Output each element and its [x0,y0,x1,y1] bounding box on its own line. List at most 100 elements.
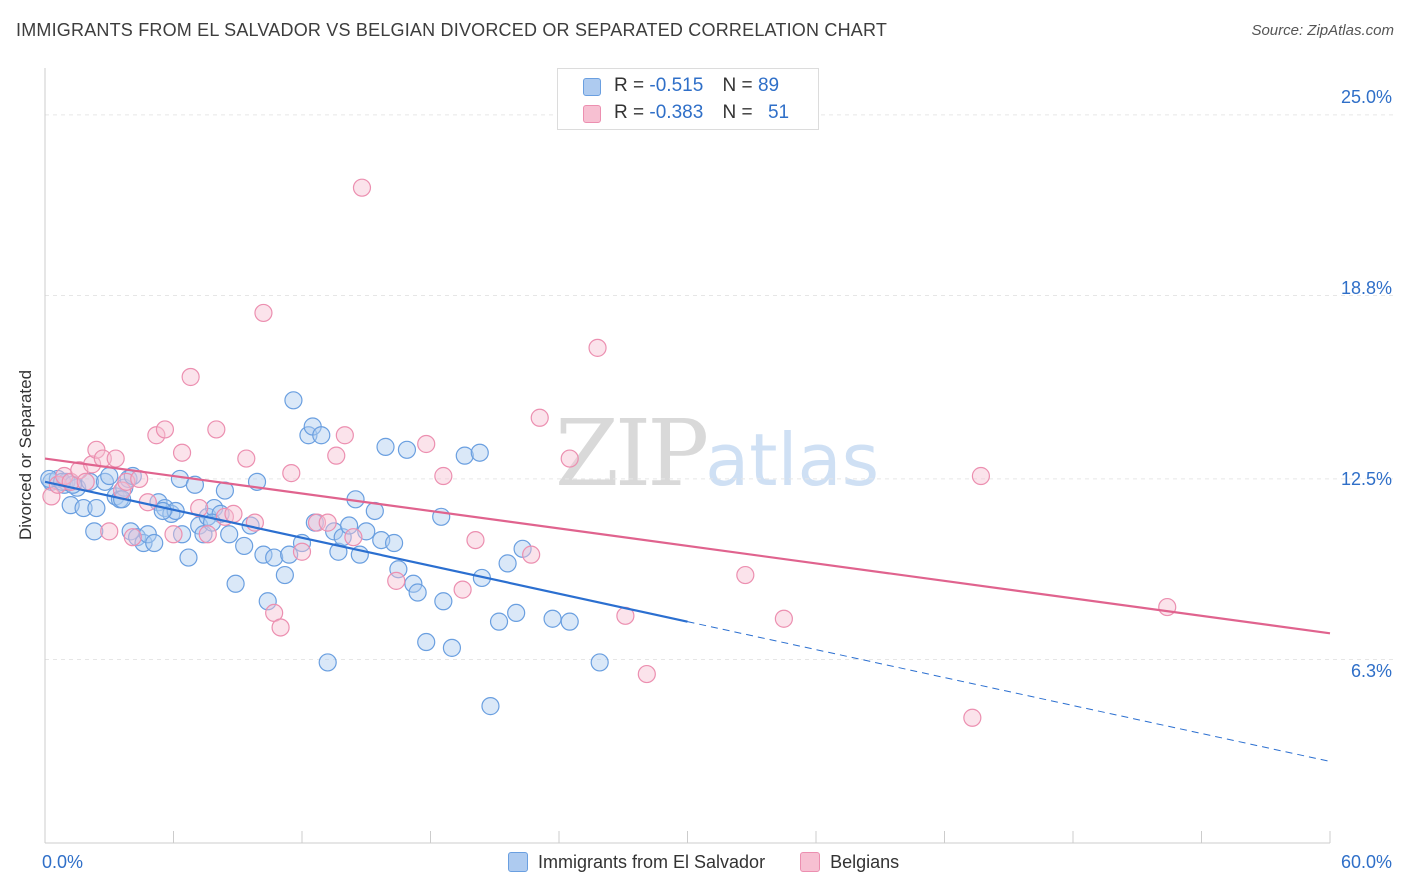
data-point-el-salvador [434,592,453,611]
y-tick-label: 25.0% [1340,87,1392,107]
legend-label: Immigrants from El Salvador [538,852,766,872]
data-point-el-salvador [455,446,474,465]
data-point-belgians [106,449,125,468]
y-tick-label: 6.3% [1350,661,1392,681]
blue-swatch-icon [583,78,601,96]
data-point-belgians [352,178,372,197]
data-point-belgians [224,504,243,523]
data-point-belgians [637,664,656,684]
data-point-el-salvador [312,426,331,445]
data-point-el-salvador [417,632,436,652]
data-point-belgians [387,571,406,590]
data-point-belgians [318,513,337,532]
data-point-el-salvador [153,501,172,521]
data-point-belgians [181,367,200,387]
data-point-el-salvador [226,574,245,593]
data-point-el-salvador [74,498,93,518]
data-point-el-salvador [384,533,404,553]
data-point-belgians [466,530,485,550]
data-point-el-salvador [397,440,417,459]
x-tick-label-min: 0.0% [42,852,84,872]
data-point-el-salvador [299,426,318,445]
n-value: 89 [757,75,780,96]
data-point-belgians [42,487,61,506]
data-point-belgians [237,449,256,468]
data-point-belgians [254,303,273,323]
legend-item-belgians: Belgians [800,852,899,873]
data-point-belgians [190,498,209,518]
data-point-el-salvador [507,603,526,623]
pink-swatch-icon [800,852,821,872]
data-point-belgians [327,446,346,465]
data-point-el-salvador [389,560,408,579]
correlation-legend: R = -0.515 N = 89 R = -0.383 N = 51 [557,68,819,130]
data-point-el-salvador [100,466,119,486]
data-point-el-salvador [87,498,106,518]
r-label: R = [614,75,645,96]
legend-label: Belgians [830,852,900,872]
data-point-belgians [335,426,354,445]
data-point-el-salvador [408,583,427,602]
data-point-belgians [963,708,982,727]
data-point-belgians [774,609,793,628]
data-point-belgians [155,420,175,439]
data-point-el-salvador [470,443,489,462]
data-point-el-salvador [284,391,303,410]
data-point-belgians [198,525,217,544]
data-point-belgians [307,513,327,532]
data-point-el-salvador [442,638,462,657]
data-point-belgians [123,528,142,547]
legend-item-el-salvador: Immigrants from El Salvador [508,852,765,873]
n-label: N = [722,102,753,123]
data-point-el-salvador [340,516,359,535]
n-label: N = [722,75,753,96]
data-point-belgians [588,338,607,357]
watermark-zip: ZIP [555,400,709,507]
source-label: Source: ZipAtlas.com [1251,22,1394,39]
data-point-el-salvador [560,612,579,631]
data-point-el-salvador [254,545,273,564]
data-point-el-salvador [265,548,284,567]
data-point-el-salvador [258,592,277,611]
data-point-el-salvador [481,697,500,716]
data-point-el-salvador [179,548,198,567]
data-point-el-salvador [489,612,509,631]
trendline-el-salvador-projection [687,621,1331,762]
data-point-belgians [417,434,436,454]
data-point-belgians [530,408,549,427]
data-point-el-salvador [85,522,104,541]
trendline-belgians [44,457,1331,635]
data-point-belgians [522,545,541,564]
r-value: -0.383 [649,102,704,123]
n-value: 51 [767,102,790,123]
data-point-el-salvador [80,472,100,491]
data-point-belgians [736,565,755,585]
data-point-el-salvador [404,574,423,593]
chart-title: IMMIGRANTS FROM EL SALVADOR VS BELGIAN D… [16,20,888,40]
data-point-belgians [453,580,472,599]
r-value: -0.515 [649,75,704,96]
data-point-el-salvador [145,533,164,553]
data-point-belgians [100,522,119,541]
data-point-el-salvador [376,437,395,456]
y-axis-label: Divorced or Separated [16,369,35,541]
y-tick-label: 18.8% [1340,278,1392,298]
data-point-belgians [207,420,226,439]
watermark: ZIPatlas [555,400,879,507]
data-point-belgians [164,525,183,544]
data-point-el-salvador [235,536,254,556]
watermark-atlas: atlas [705,418,880,502]
data-point-el-salvador [498,554,517,573]
data-point-el-salvador [318,653,337,672]
data-point-belgians [282,464,301,483]
data-point-belgians [292,542,312,561]
data-point-belgians [271,618,290,637]
series-legend: Immigrants from El Salvador Belgians [508,852,929,876]
data-point-belgians [76,472,95,491]
data-point-el-salvador [275,565,294,585]
data-point-belgians [434,466,453,486]
data-point-el-salvador [220,525,239,544]
data-point-belgians [172,443,192,462]
data-point-belgians [560,449,579,468]
